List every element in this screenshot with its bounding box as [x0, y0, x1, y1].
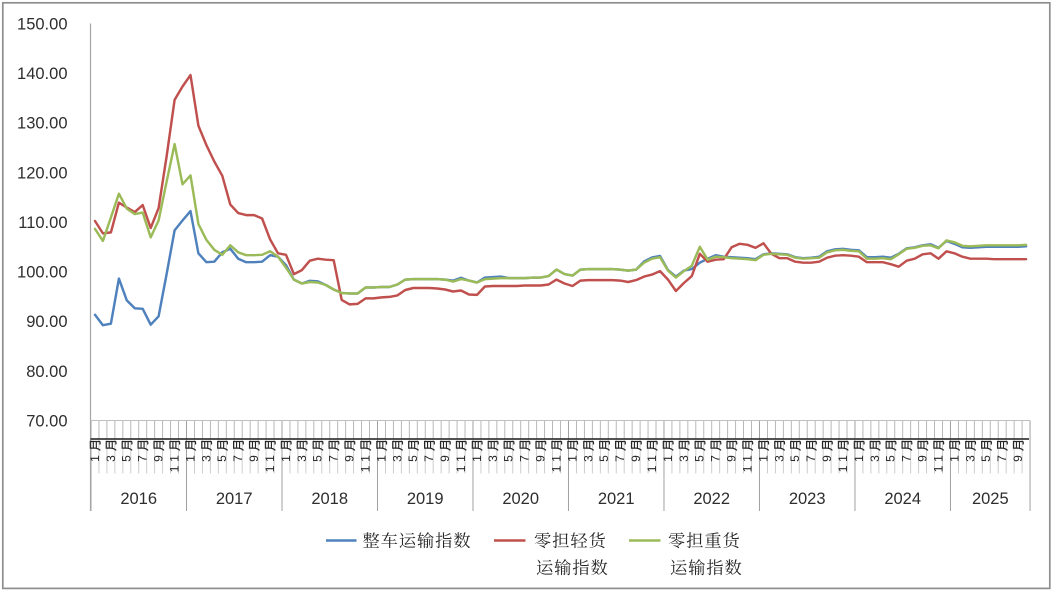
svg-text:9: 9	[247, 451, 261, 462]
svg-text:3: 3	[486, 451, 500, 462]
svg-text:70.00: 70.00	[26, 412, 67, 430]
svg-text:3: 3	[199, 451, 213, 462]
svg-text:7: 7	[804, 451, 818, 462]
svg-text:9: 9	[438, 451, 452, 462]
svg-text:2020: 2020	[502, 490, 539, 508]
svg-text:11: 11	[645, 451, 659, 473]
svg-text:3: 3	[772, 451, 786, 462]
svg-text:11: 11	[454, 451, 468, 473]
svg-text:5: 5	[120, 451, 134, 462]
svg-text:110.00: 110.00	[18, 214, 67, 232]
svg-text:5: 5	[693, 451, 707, 462]
svg-text:9: 9	[1011, 451, 1025, 462]
svg-text:5: 5	[884, 451, 898, 462]
svg-text:11: 11	[358, 451, 372, 473]
svg-text:3: 3	[104, 451, 118, 462]
svg-text:7: 7	[709, 451, 723, 462]
svg-text:80.00: 80.00	[26, 363, 67, 381]
svg-text:3: 3	[963, 451, 977, 462]
svg-text:7: 7	[327, 451, 341, 462]
svg-text:7: 7	[422, 451, 436, 462]
svg-text:5: 5	[979, 451, 993, 462]
svg-text:11: 11	[167, 451, 181, 473]
svg-text:3: 3	[677, 451, 691, 462]
svg-text:7: 7	[613, 451, 627, 462]
svg-text:7: 7	[995, 451, 1009, 462]
svg-text:9: 9	[725, 451, 739, 462]
svg-text:5: 5	[788, 451, 802, 462]
svg-text:9: 9	[152, 451, 166, 462]
svg-text:11: 11	[740, 451, 754, 473]
svg-text:2018: 2018	[311, 490, 348, 508]
svg-text:2021: 2021	[598, 490, 635, 508]
svg-text:2024: 2024	[884, 490, 921, 508]
svg-text:2019: 2019	[407, 490, 444, 508]
svg-text:2025: 2025	[972, 490, 1009, 508]
svg-text:2017: 2017	[216, 490, 253, 508]
svg-text:2022: 2022	[693, 490, 730, 508]
svg-text:9: 9	[343, 451, 357, 462]
svg-text:1: 1	[279, 451, 293, 462]
svg-text:3: 3	[868, 451, 882, 462]
svg-text:5: 5	[215, 451, 229, 462]
svg-text:9: 9	[629, 451, 643, 462]
svg-text:7: 7	[136, 451, 150, 462]
svg-text:11: 11	[931, 451, 945, 473]
svg-text:9: 9	[534, 451, 548, 462]
svg-text:5: 5	[406, 451, 420, 462]
svg-text:1: 1	[470, 451, 484, 462]
svg-text:1: 1	[661, 451, 675, 462]
svg-text:5: 5	[311, 451, 325, 462]
svg-text:9: 9	[820, 451, 834, 462]
svg-text:90.00: 90.00	[26, 313, 67, 331]
svg-text:1: 1	[374, 451, 388, 462]
svg-text:120.00: 120.00	[17, 164, 67, 182]
svg-text:1: 1	[852, 451, 866, 462]
svg-text:100.00: 100.00	[17, 264, 67, 282]
svg-text:1: 1	[565, 451, 579, 462]
svg-text:150.00: 150.00	[17, 15, 67, 33]
svg-text:3: 3	[295, 451, 309, 462]
svg-text:140.00: 140.00	[17, 65, 67, 83]
svg-text:9: 9	[916, 451, 930, 462]
svg-text:1: 1	[88, 451, 102, 462]
svg-text:2016: 2016	[120, 490, 157, 508]
svg-text:1: 1	[947, 451, 961, 462]
svg-text:1: 1	[183, 451, 197, 462]
svg-text:2023: 2023	[789, 490, 826, 508]
svg-text:3: 3	[390, 451, 404, 462]
svg-text:11: 11	[836, 451, 850, 473]
svg-text:5: 5	[597, 451, 611, 462]
svg-text:3: 3	[581, 451, 595, 462]
svg-text:11: 11	[549, 451, 563, 473]
svg-text:130.00: 130.00	[17, 115, 67, 133]
svg-text:5: 5	[502, 451, 516, 462]
svg-text:7: 7	[231, 451, 245, 462]
svg-text:7: 7	[900, 451, 914, 462]
svg-text:7: 7	[518, 451, 532, 462]
svg-text:11: 11	[263, 451, 277, 473]
svg-text:1: 1	[756, 451, 770, 462]
